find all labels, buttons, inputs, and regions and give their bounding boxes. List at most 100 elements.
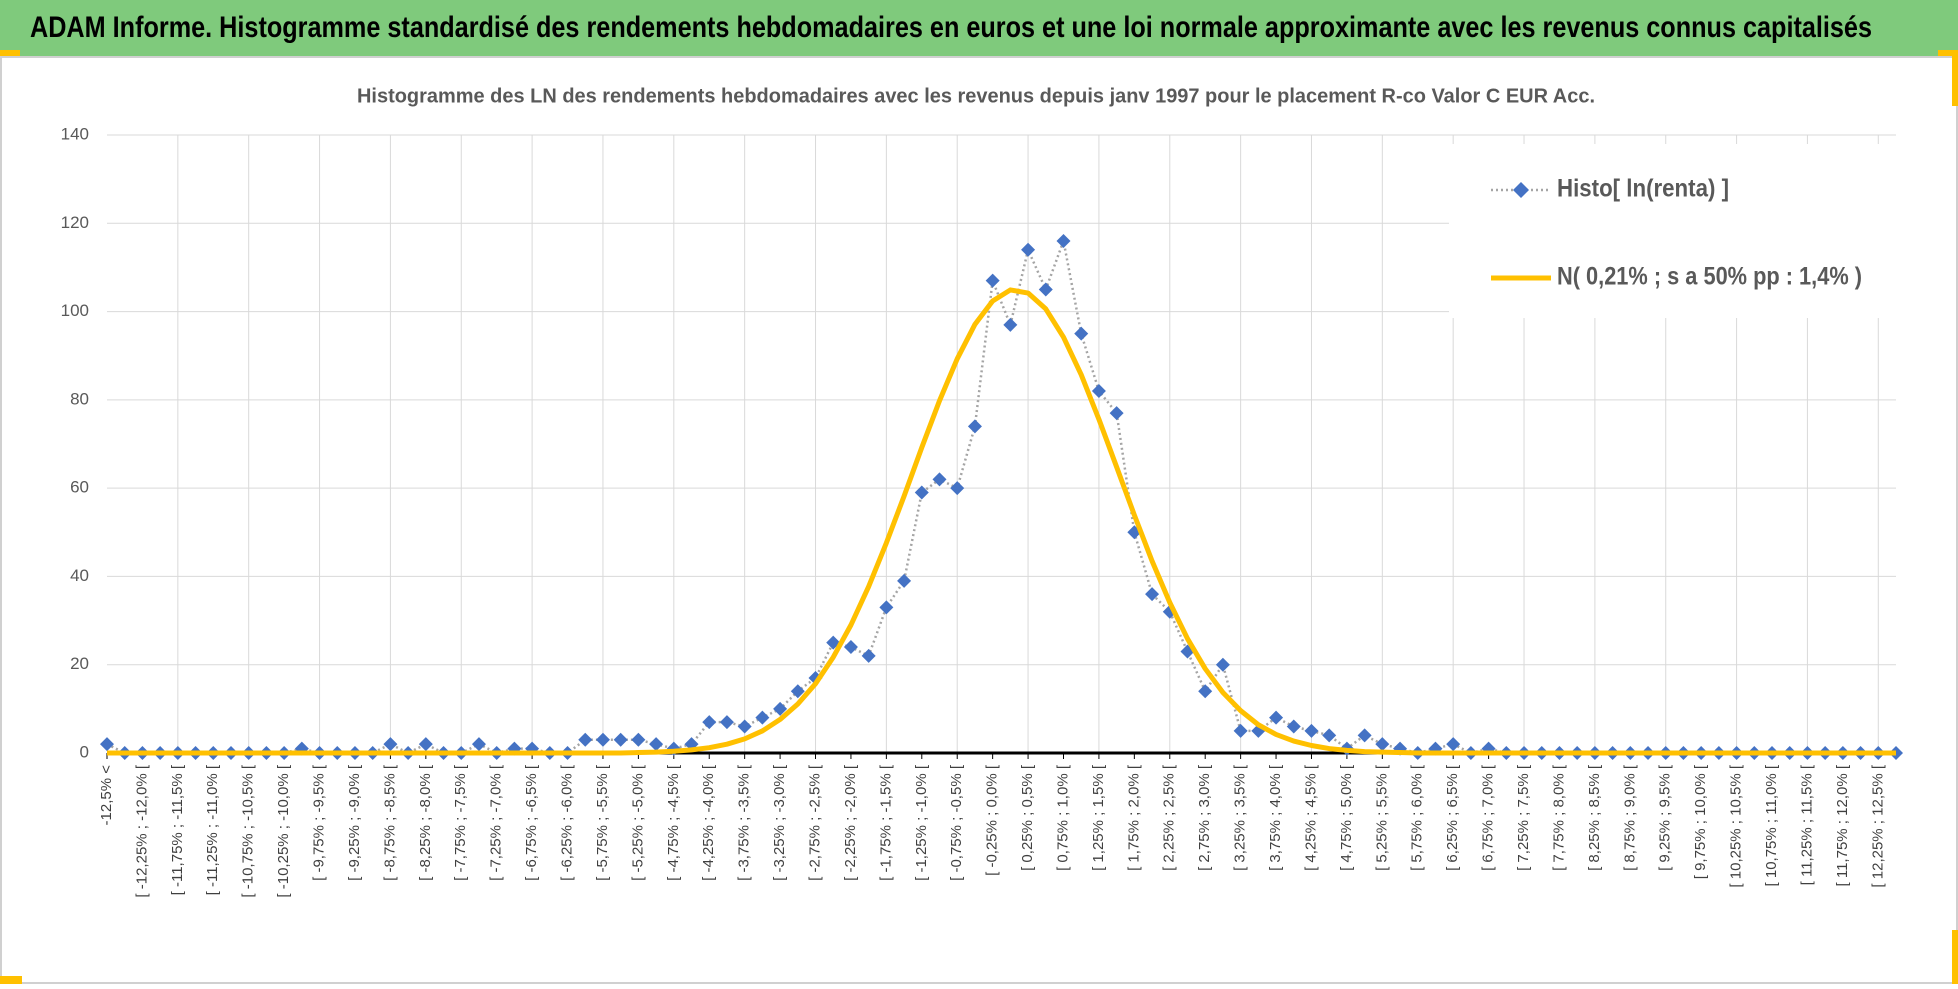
marker <box>383 737 398 752</box>
x-tick-label: [ -7,25% ; -7,0% [ <box>488 764 505 881</box>
x-tick-label: [ 9,25% ; 9,5% [ <box>1657 764 1674 871</box>
marker <box>967 419 982 434</box>
x-tick-label: [ 4,75% ; 5,0% [ <box>1338 764 1355 871</box>
marker <box>1375 737 1390 752</box>
marker <box>1003 317 1018 332</box>
y-tick-label: 120 <box>61 213 89 232</box>
corner <box>1952 56 1958 106</box>
x-tick-label: [ 0,25% ; 0,5% [ <box>1019 764 1036 871</box>
marker <box>649 737 664 752</box>
marker <box>843 640 858 655</box>
x-tick-label: [ -6,25% ; -6,0% [ <box>559 764 576 881</box>
plot <box>100 233 1903 760</box>
x-tick-label: [ -10,25% ; -10,0% [ <box>275 764 292 897</box>
marker <box>1056 233 1071 248</box>
marker <box>613 732 628 747</box>
y-tick-label: 60 <box>70 478 89 497</box>
y-tick-label: 80 <box>70 389 89 408</box>
x-tick-label: [ 10,75% ; 11,0% [ <box>1763 764 1780 886</box>
marker <box>773 701 788 716</box>
marker <box>1091 384 1106 399</box>
x-tick-label: [ 5,25% ; 5,5% [ <box>1373 764 1390 871</box>
x-tick-label: [ 3,25% ; 3,5% [ <box>1232 764 1249 871</box>
marker <box>1021 242 1036 257</box>
legend-label: N( 0,21% ; s a 50% pp : 1,4% ) <box>1557 263 1862 291</box>
x-tick-label: [ 10,25% ; 10,5% [ <box>1728 764 1745 887</box>
marker <box>100 737 114 752</box>
marker <box>719 715 734 730</box>
x-tick-label: [ -0,25% ; 0,0% [ <box>984 764 1001 876</box>
x-tick-label: [ -11,25% ; -11,0% [ <box>204 764 221 895</box>
marker <box>1145 587 1160 602</box>
marker <box>471 737 486 752</box>
marker <box>985 273 1000 288</box>
x-tick-label: [ -11,75% ; -11,5% [ <box>169 764 186 895</box>
marker <box>1286 719 1301 734</box>
y-tick-label: 0 <box>80 742 89 761</box>
marker <box>897 573 912 588</box>
marker <box>1233 723 1248 738</box>
x-tick-label: [ 9,75% ; 10,0% [ <box>1692 764 1709 879</box>
marker <box>1357 728 1372 743</box>
y-tick-label: 40 <box>70 566 89 585</box>
x-tick-label: [ -5,25% ; -5,0% [ <box>629 764 646 881</box>
x-tick-label: [ 2,75% ; 3,0% [ <box>1196 764 1213 871</box>
marker <box>755 710 770 725</box>
x-tick-label: [ 2,25% ; 2,5% [ <box>1161 764 1178 871</box>
x-tick-label: [ -9,25% ; -9,0% [ <box>346 764 363 881</box>
corner <box>0 976 22 984</box>
x-tick-label: [ 6,75% ; 7,0% [ <box>1480 764 1497 871</box>
x-tick-label: [ -6,75% ; -6,5% [ <box>523 764 540 881</box>
chart-title: Histogramme des LN des rendements hebdom… <box>357 85 1595 107</box>
x-tick-label: [ 3,75% ; 4,0% [ <box>1267 764 1284 871</box>
x-tick-label: [ 6,25% ; 6,5% [ <box>1444 764 1461 871</box>
x-tick-label: [ 5,75% ; 6,0% [ <box>1409 764 1426 871</box>
marker <box>950 481 965 496</box>
x-tick-label: [ -1,75% ; -1,5% [ <box>877 764 894 881</box>
marker <box>1304 723 1319 738</box>
y-tick-label: 100 <box>61 301 89 320</box>
corner <box>1952 930 1958 984</box>
x-tick-label: [ -4,25% ; -4,0% [ <box>700 764 717 881</box>
marker <box>418 737 433 752</box>
x-tick-label: [ 11,75% ; 12,0% [ <box>1834 764 1851 886</box>
marker <box>631 732 646 747</box>
marker <box>1074 326 1089 341</box>
x-tick-label: [ -1,25% ; -1,0% [ <box>913 764 930 881</box>
legend-box <box>1449 144 1898 318</box>
y-tick-label: 140 <box>61 124 89 143</box>
y-tick-label: 20 <box>70 654 89 673</box>
x-tick-label: [ 4,25% ; 4,5% [ <box>1302 764 1319 871</box>
header-bar <box>0 0 1958 56</box>
x-tick-label: [ 8,25% ; 8,5% [ <box>1586 764 1603 871</box>
corner <box>0 50 20 56</box>
x-tick-label: [ -4,75% ; -4,5% [ <box>665 764 682 881</box>
x-tick-label: [ -2,75% ; -2,5% [ <box>806 764 823 881</box>
x-tick-label: -12,5% < <box>98 765 115 826</box>
x-tick-label: [ -7,75% ; -7,5% [ <box>452 764 469 881</box>
corner <box>1938 50 1958 56</box>
marker <box>702 715 717 730</box>
marker <box>578 732 593 747</box>
x-tick-label: [ 7,75% ; 8,0% [ <box>1550 764 1567 871</box>
x-tick-label: [ 0,75% ; 1,0% [ <box>1054 764 1071 871</box>
marker <box>595 732 610 747</box>
legend-marker <box>1513 182 1529 198</box>
series-line <box>107 287 1896 756</box>
legend-label: Histo[ ln(renta) ] <box>1557 175 1729 203</box>
marker <box>914 485 929 500</box>
x-tick-label: [ 11,25% ; 11,5% [ <box>1798 764 1815 885</box>
x-tick-label: [ -0,75% ; -0,5% [ <box>948 764 965 881</box>
grid: 0 20 40 60 80 100 120 140 -12,5% < [ -12,25% ; -1… <box>61 124 1896 898</box>
x-tick-label: [ -12,25% ; -12,0% [ <box>133 764 150 897</box>
marker <box>1269 710 1284 725</box>
x-tick-label: [ -2,25% ; -2,0% [ <box>842 764 859 881</box>
x-tick-label: [ 8,75% ; 9,0% [ <box>1621 764 1638 871</box>
x-tick-label: [ 7,25% ; 7,5% [ <box>1515 764 1532 871</box>
marker <box>932 472 947 487</box>
marker <box>737 719 752 734</box>
legend: Histo[ ln(renta) ] N( 0,21% ; s a 50% pp … <box>1449 144 1898 318</box>
x-tick-label: [ -3,75% ; -3,5% [ <box>736 764 753 881</box>
marker <box>1038 282 1053 297</box>
